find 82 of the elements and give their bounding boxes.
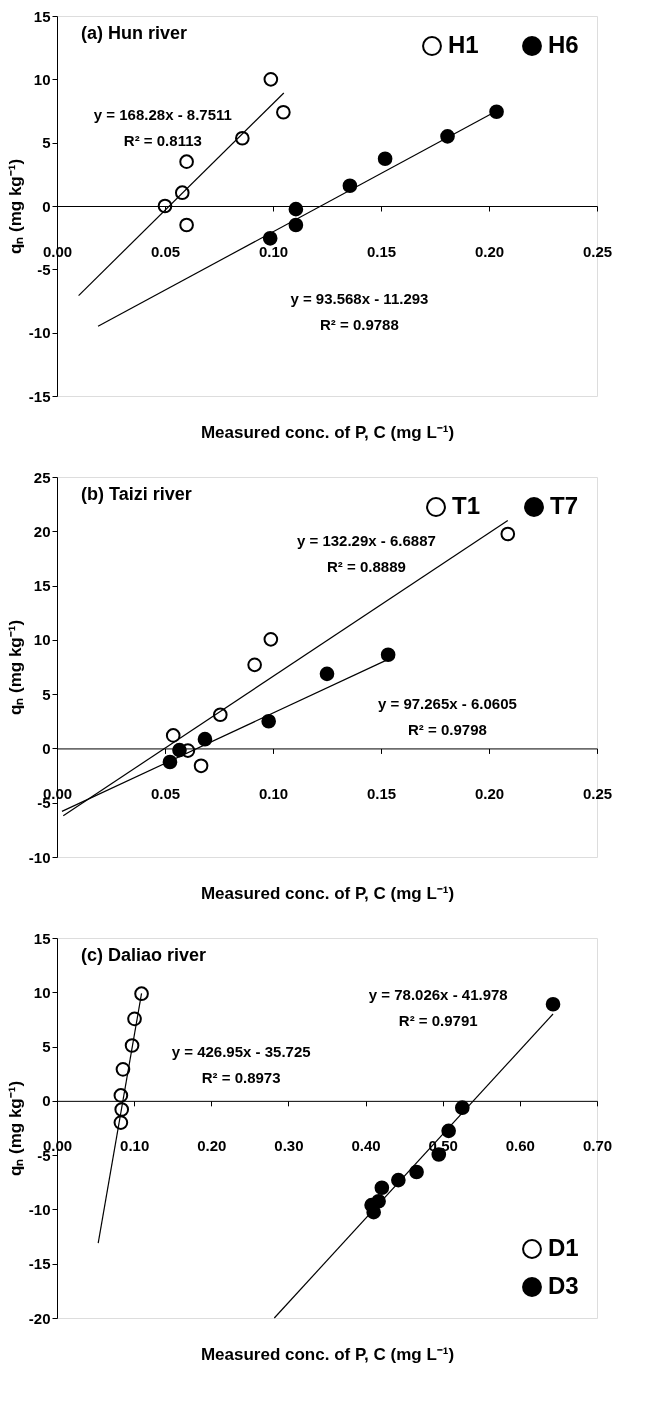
y-tick-label: 5	[42, 1038, 51, 1056]
x-tick-label: 0.60	[505, 1137, 535, 1155]
y-tick-label: -10	[28, 1200, 51, 1218]
point	[319, 666, 335, 682]
point	[342, 178, 358, 194]
legend-label: T7	[550, 492, 579, 520]
y-tick-label: -5	[37, 260, 51, 278]
y-tick-label: -10	[28, 848, 51, 866]
y-axis-title: qₙ (mg kg⁻¹)	[5, 619, 25, 716]
x-tick-label: 0.25	[582, 242, 613, 260]
x-tick-label: 0.20	[474, 784, 505, 802]
x-tick-label: 0.70	[582, 1137, 613, 1155]
x-tick-label: 0.10	[258, 242, 289, 260]
x-axis-title: Measured conc. of P, C (mg L⁻¹)	[200, 1344, 455, 1364]
y-tick-label: 15	[33, 7, 51, 25]
y-tick-label: 0	[42, 1092, 51, 1110]
point	[179, 217, 194, 233]
x-tick-label: 0.25	[582, 784, 613, 802]
point	[545, 996, 561, 1012]
y-tick-label: 15	[33, 577, 51, 595]
point	[197, 731, 213, 747]
point	[263, 632, 279, 647]
point	[377, 151, 393, 167]
point	[380, 647, 396, 663]
point	[165, 728, 181, 743]
annotation: y = 78.026x - 41.978 R² = 0.9791	[368, 986, 508, 1029]
x-tick-label: 0.05	[150, 784, 181, 802]
point	[489, 104, 504, 120]
point	[134, 986, 149, 1002]
x-tick-label: 0.05	[150, 242, 181, 260]
x-tick-label: 0.20	[197, 1137, 227, 1155]
point	[374, 1180, 390, 1196]
chart-title: (b) Taizi river	[81, 484, 192, 504]
chart-title: (c) Daliao river	[81, 945, 207, 965]
annotation: y = 97.265x - 6.0605 R² = 0.9798	[377, 695, 517, 739]
x-tick-label: 0.20	[474, 242, 505, 260]
point	[276, 104, 291, 120]
point	[262, 230, 278, 246]
annotation: y = 132.29x - 6.6887 R² = 0.8889	[296, 532, 436, 576]
legend-label: T1	[452, 492, 481, 520]
x-tick-label: 0.10	[258, 784, 289, 802]
point	[500, 526, 516, 542]
x-tick-label: 0.15	[366, 784, 397, 802]
x-tick-label: 0.10	[120, 1137, 150, 1155]
y-axis-title: qₙ (mg kg⁻¹)	[5, 1080, 25, 1177]
y-tick-label: 25	[33, 468, 51, 486]
y-tick-label: -20	[28, 1309, 51, 1327]
y-tick-label: -10	[28, 324, 51, 342]
point	[409, 1164, 424, 1180]
y-axis-title: qₙ (mg kg⁻¹)	[5, 158, 25, 255]
legend-label: H6	[548, 31, 579, 59]
y-tick-label: 10	[33, 70, 51, 88]
x-tick-label: 0.40	[351, 1137, 381, 1155]
x-tick-label: 0.30	[274, 1137, 304, 1155]
x-axis-title: Measured conc. of P, C (mg L⁻¹)	[200, 883, 455, 903]
y-tick-label: 20	[33, 522, 51, 540]
point	[288, 201, 304, 217]
annotation: y = 168.28x - 8.7511 R² = 0.8113	[93, 105, 232, 149]
point	[261, 713, 276, 729]
x-axis-title: Measured conc. of P, C (mg L⁻¹)	[200, 422, 455, 442]
chart-title: (a) Hun river	[81, 23, 188, 43]
legend-label: D3	[548, 1272, 579, 1299]
point	[288, 217, 304, 233]
point	[193, 758, 209, 774]
x-tick-label: 0.15	[366, 242, 397, 260]
annotation: y = 93.568x - 11.293 R² = 0.9788	[290, 290, 429, 334]
y-tick-label: 5	[42, 134, 51, 152]
y-tick-label: 15	[33, 929, 51, 947]
point	[179, 154, 194, 169]
annotation: y = 426.95x - 35.725 R² = 0.8973	[171, 1043, 311, 1086]
y-tick-label: 0	[42, 197, 51, 215]
y-tick-label: 0	[42, 739, 51, 757]
legend-label: D1	[548, 1234, 579, 1261]
y-tick-label: 5	[42, 685, 51, 703]
legend-label: H1	[448, 31, 479, 59]
point	[115, 1062, 131, 1077]
y-tick-label: -15	[28, 387, 51, 405]
y-tick-label: 10	[33, 631, 51, 649]
y-tick-label: 10	[33, 983, 51, 1001]
y-tick-label: -15	[28, 1255, 51, 1273]
point	[263, 72, 279, 87]
point	[247, 657, 262, 673]
